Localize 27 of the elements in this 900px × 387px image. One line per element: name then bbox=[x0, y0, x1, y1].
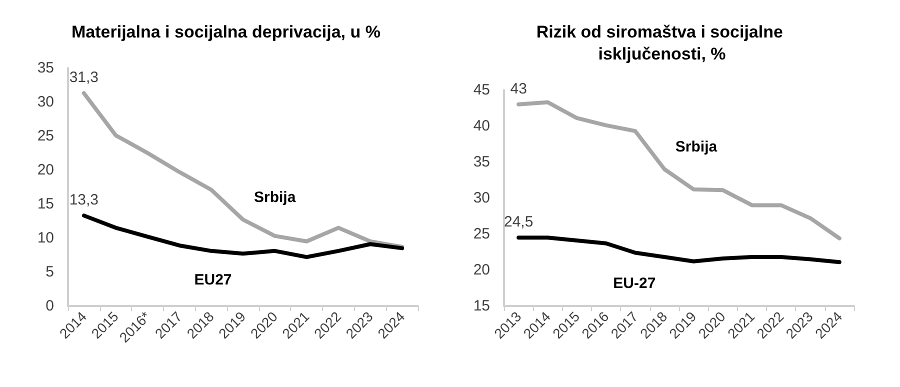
data-label: 31,3 bbox=[69, 69, 99, 86]
data-label: 43 bbox=[510, 80, 527, 98]
y-tick-label: 35 bbox=[473, 154, 490, 170]
y-tick-label: 20 bbox=[473, 262, 490, 278]
y-tick-label: 20 bbox=[37, 162, 54, 178]
y-tick-label: 0 bbox=[46, 298, 54, 314]
series-label: EU27 bbox=[194, 272, 232, 289]
chart-title: Materijalna i socijalna deprivacija, u % bbox=[72, 22, 380, 42]
y-tick-label: 45 bbox=[473, 82, 490, 98]
chart-title: Rizik od siromaštva i socijalne isključenosti, % bbox=[536, 22, 788, 64]
y-tick-label: 15 bbox=[473, 298, 490, 314]
data-label: 13,3 bbox=[69, 192, 99, 209]
data-label: 24,5 bbox=[504, 214, 534, 231]
series-label: EU-27 bbox=[613, 275, 656, 292]
line-series bbox=[516, 236, 842, 264]
y-tick-label: 10 bbox=[37, 230, 54, 246]
y-tick-label: 5 bbox=[46, 264, 54, 280]
y-tick-label: 30 bbox=[37, 94, 54, 110]
y-tick-label: 35 bbox=[37, 60, 54, 76]
y-tick-label: 30 bbox=[473, 190, 490, 206]
y-tick-label: 40 bbox=[473, 118, 490, 134]
series-label: Srbija bbox=[254, 189, 296, 206]
series-label: Srbija bbox=[675, 138, 718, 156]
y-tick-label: 25 bbox=[37, 128, 54, 144]
y-tick-label: 15 bbox=[37, 196, 54, 212]
y-tick-label: 25 bbox=[473, 226, 490, 242]
line-series bbox=[82, 214, 404, 260]
